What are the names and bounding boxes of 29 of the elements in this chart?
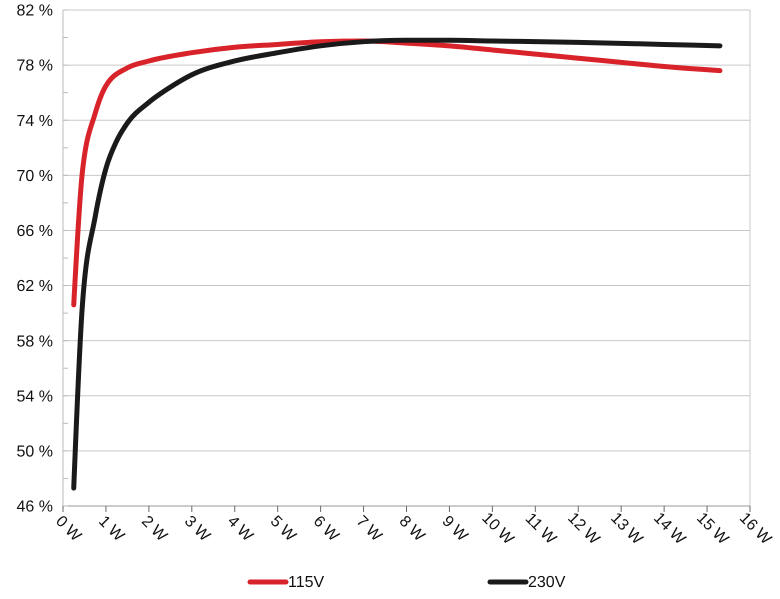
legend-label: 230V [528, 574, 566, 591]
x-tick-label: 15 W [693, 510, 732, 549]
x-tick-label: 11 W [522, 510, 560, 548]
y-tick-label: 66 % [16, 223, 53, 240]
y-tick-label: 46 % [16, 498, 53, 516]
y-tick-label: 58 % [16, 333, 53, 350]
x-tick-label: 14 W [650, 510, 690, 549]
x-tick-label: 0 W [52, 512, 85, 546]
x-tick-label: 10 W [478, 510, 518, 549]
x-tick-label: 6 W [310, 512, 343, 546]
y-tick-label: 82 % [16, 2, 53, 20]
x-tick-label: 16 W [736, 510, 776, 549]
x-tick-label: 13 W [607, 510, 646, 549]
x-tick-label: 5 W [266, 512, 300, 546]
x-tick-label: 9 W [438, 512, 472, 546]
x-tick-label: 7 W [352, 512, 386, 546]
x-tick-label: 1 W [95, 512, 128, 546]
x-tick-label: 4 W [224, 512, 257, 546]
x-tick-label: 8 W [396, 512, 428, 546]
x-tick-label: 12 W [564, 510, 604, 549]
y-tick-label: 54 % [16, 388, 53, 406]
legend-label: 115V [288, 574, 325, 591]
x-tick-label: 3 W [180, 512, 214, 546]
y-tick-label: 70 % [16, 168, 53, 185]
y-tick-label: 62 % [16, 278, 53, 296]
y-tick-label: 74 % [16, 112, 53, 130]
x-tick-label: 2 W [138, 512, 171, 546]
y-tick-label: 78 % [16, 58, 53, 75]
y-tick-label: 50 % [16, 443, 53, 460]
